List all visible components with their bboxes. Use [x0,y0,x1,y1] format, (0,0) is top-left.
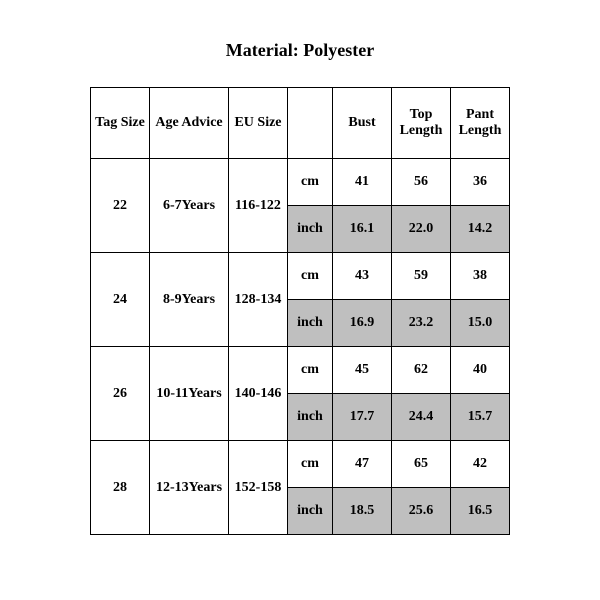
cell-unit-inch: inch [288,206,333,253]
cell-bust-inch: 16.1 [333,206,392,253]
size-table: Tag Size Age Advice EU Size Bust Top Len… [90,87,510,535]
cell-age-advice: 6-7Years [150,159,229,253]
cell-eu-size: 128-134 [229,253,288,347]
cell-pant-cm: 40 [451,347,510,394]
cell-tag-size: 22 [91,159,150,253]
cell-pant-cm: 38 [451,253,510,300]
col-top-length-l2: Length [400,123,443,138]
col-pant-length-l2: Length [459,123,502,138]
table-row: 28 12-13Years 152-158 cm 47 65 42 [91,441,510,488]
cell-bust-cm: 47 [333,441,392,488]
cell-pant-cm: 36 [451,159,510,206]
table-header-row: Tag Size Age Advice EU Size Bust Top Len… [91,88,510,159]
col-top-length: Top Length [392,88,451,159]
cell-eu-size: 116-122 [229,159,288,253]
cell-tag-size: 26 [91,347,150,441]
cell-age-advice: 10-11Years [150,347,229,441]
cell-eu-size: 152-158 [229,441,288,535]
table-row: 24 8-9Years 128-134 cm 43 59 38 [91,253,510,300]
cell-unit-inch: inch [288,488,333,535]
table-row: 26 10-11Years 140-146 cm 45 62 40 [91,347,510,394]
col-bust: Bust [333,88,392,159]
cell-top-inch: 25.6 [392,488,451,535]
cell-pant-inch: 15.0 [451,300,510,347]
cell-top-inch: 23.2 [392,300,451,347]
cell-bust-cm: 43 [333,253,392,300]
table-row: 22 6-7Years 116-122 cm 41 56 36 [91,159,510,206]
cell-unit-cm: cm [288,159,333,206]
col-pant-length-l1: Pant [466,107,494,122]
page: Material: Polyester Tag Size Age Advice … [0,0,600,600]
cell-unit-inch: inch [288,394,333,441]
cell-bust-inch: 16.9 [333,300,392,347]
page-title: Material: Polyester [0,40,600,61]
cell-pant-inch: 15.7 [451,394,510,441]
cell-bust-cm: 41 [333,159,392,206]
cell-age-advice: 12-13Years [150,441,229,535]
cell-top-cm: 65 [392,441,451,488]
cell-unit-cm: cm [288,441,333,488]
cell-tag-size: 24 [91,253,150,347]
col-eu-size: EU Size [229,88,288,159]
cell-pant-cm: 42 [451,441,510,488]
col-pant-length: Pant Length [451,88,510,159]
col-tag-size: Tag Size [91,88,150,159]
cell-unit-cm: cm [288,253,333,300]
col-age-advice: Age Advice [150,88,229,159]
cell-pant-inch: 14.2 [451,206,510,253]
cell-top-cm: 62 [392,347,451,394]
cell-bust-inch: 18.5 [333,488,392,535]
cell-tag-size: 28 [91,441,150,535]
cell-eu-size: 140-146 [229,347,288,441]
cell-top-cm: 59 [392,253,451,300]
cell-unit-cm: cm [288,347,333,394]
cell-bust-cm: 45 [333,347,392,394]
col-top-length-l1: Top [410,107,433,122]
col-unit [288,88,333,159]
cell-pant-inch: 16.5 [451,488,510,535]
cell-top-cm: 56 [392,159,451,206]
cell-top-inch: 24.4 [392,394,451,441]
cell-unit-inch: inch [288,300,333,347]
cell-age-advice: 8-9Years [150,253,229,347]
cell-top-inch: 22.0 [392,206,451,253]
cell-bust-inch: 17.7 [333,394,392,441]
